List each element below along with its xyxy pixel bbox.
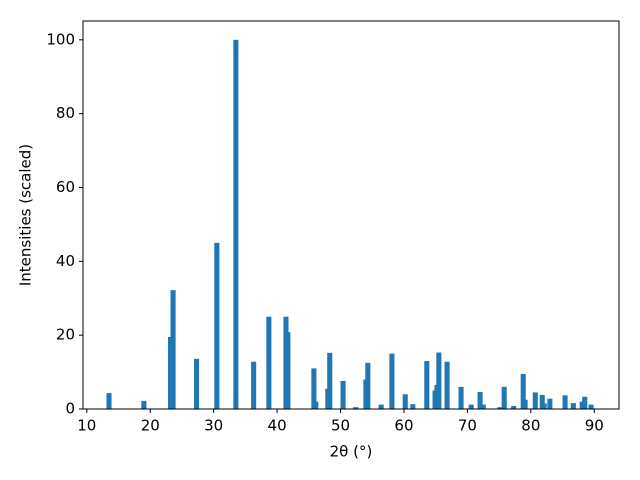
y-tick-label: 20: [56, 326, 75, 344]
bar: [410, 404, 416, 409]
bar: [285, 332, 291, 409]
bar: [266, 316, 272, 409]
bar: [233, 39, 239, 409]
x-tick-label: 80: [521, 417, 540, 435]
x-tick-label: 60: [394, 417, 413, 435]
bar: [311, 368, 317, 409]
bar: [477, 392, 483, 409]
bar: [532, 392, 538, 409]
x-tick-label: 10: [77, 417, 96, 435]
x-tick-label: 70: [458, 417, 477, 435]
y-axis-label: Intensities (scaled): [17, 144, 35, 286]
bar: [522, 399, 528, 409]
y-tick-label: 100: [46, 30, 75, 48]
x-axis-label: 2θ (°): [330, 443, 373, 461]
x-tick-label: 90: [585, 417, 604, 435]
bar: [389, 353, 395, 409]
bar: [340, 380, 346, 409]
y-tick-label: 60: [56, 178, 75, 196]
bar: [365, 362, 371, 409]
bar: [582, 396, 588, 409]
bar: [444, 361, 450, 409]
bar: [547, 398, 553, 409]
bar: [541, 403, 547, 409]
bar: [327, 352, 333, 409]
bar: [480, 404, 486, 409]
bar: [106, 393, 112, 409]
plot-frame: [82, 20, 620, 410]
bar: [570, 403, 576, 409]
bar: [424, 361, 430, 409]
x-tick-label: 50: [331, 417, 350, 435]
bar: [562, 395, 568, 409]
bar: [458, 386, 464, 409]
bar: [378, 404, 384, 409]
bar: [520, 373, 526, 409]
x-tick-label: 40: [268, 417, 287, 435]
y-tick-label: 40: [56, 252, 75, 270]
bar: [539, 394, 545, 409]
bar: [501, 386, 507, 409]
bar: [588, 404, 594, 409]
bar: [214, 242, 220, 409]
bar: [402, 394, 408, 409]
bar: [436, 352, 442, 409]
y-tick-label: 80: [56, 104, 75, 122]
y-tick-label: 0: [65, 400, 75, 418]
bar: [170, 290, 176, 409]
bar: [194, 358, 200, 409]
bar: [511, 406, 517, 409]
bar: [313, 401, 319, 409]
bar: [497, 407, 503, 409]
bar: [468, 404, 474, 409]
x-tick-label: 30: [204, 417, 223, 435]
bar: [251, 361, 257, 409]
x-tick-label: 20: [141, 417, 160, 435]
bar: [141, 400, 147, 409]
bar: [353, 407, 359, 409]
